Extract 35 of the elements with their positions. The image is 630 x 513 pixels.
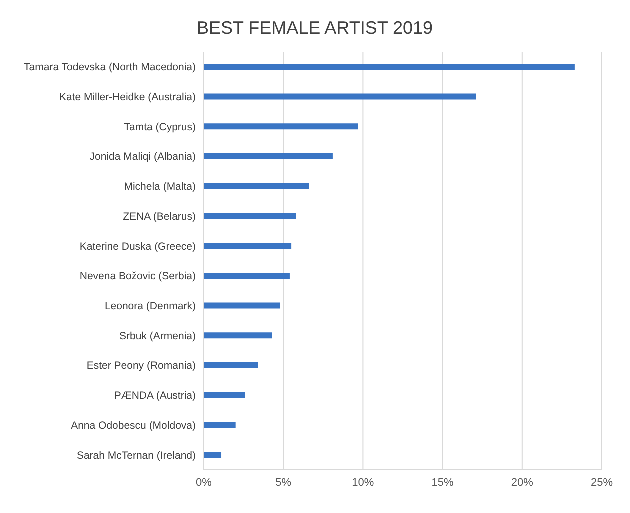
bar [204, 452, 222, 458]
bar [204, 332, 272, 339]
bar [204, 392, 246, 398]
x-tick-label: 20% [511, 476, 534, 489]
y-tick-label: Michela (Malta) [124, 181, 196, 194]
y-tick-label: Kate Miller-Heidke (Australia) [59, 92, 196, 104]
y-tick-label: Ester Peony (Romania) [86, 360, 196, 372]
y-tick-label: Tamara Todevska (North Macedonia) [24, 62, 196, 74]
bar [204, 422, 236, 428]
chart-title: BEST FEMALE ARTIST 2019 [196, 17, 434, 40]
y-tick-label: PÆNDA (Austria) [114, 390, 196, 402]
bar [204, 213, 296, 220]
y-tick-label: Anna Odobescu (Moldova) [71, 420, 196, 432]
y-tick-label: Katerine Duska (Greece) [80, 240, 196, 253]
x-tick-label: 5% [276, 476, 292, 489]
bar [204, 243, 292, 250]
x-tick-label: 15% [432, 476, 454, 489]
y-tick-label: Srbuk (Armenia) [120, 330, 196, 342]
bar [204, 94, 476, 100]
y-tick-label: Tamta (Cyprus) [124, 121, 196, 134]
bar [204, 362, 258, 369]
bar [204, 183, 310, 190]
y-tick-label: Nevena Božovic (Serbia) [80, 270, 196, 283]
x-tick-label: 0% [196, 476, 212, 489]
bar [204, 124, 358, 130]
y-tick-label: ZENA (Belarus) [123, 210, 196, 223]
x-tick-label: 10% [352, 476, 374, 489]
y-tick-label: Sarah McTernan (Ireland) [76, 450, 196, 462]
bar [204, 64, 575, 70]
y-tick-label: Leonora (Denmark) [104, 300, 196, 313]
bar [204, 302, 280, 309]
bar [204, 272, 290, 279]
x-tick-label: 25% [590, 476, 614, 489]
y-tick-label: Jonida Maliqi (Albania) [90, 151, 196, 164]
bar [204, 154, 333, 160]
